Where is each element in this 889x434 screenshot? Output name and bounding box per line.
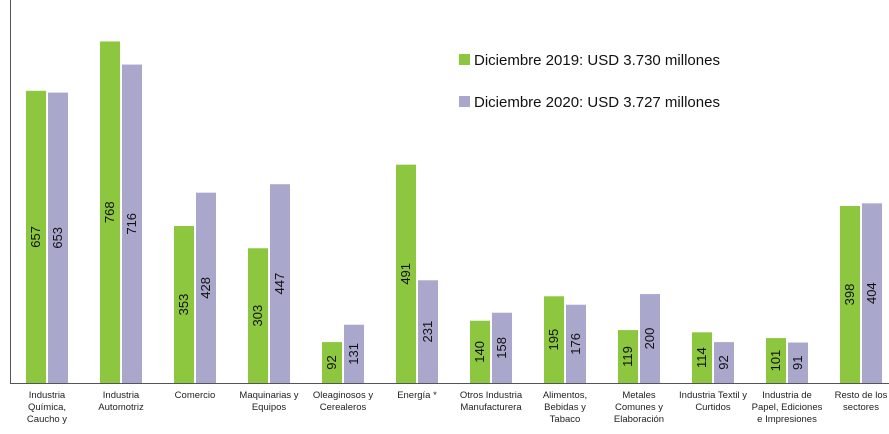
value-label: 447 [272, 273, 287, 295]
value-label: 92 [324, 355, 339, 369]
legend-label: Diciembre 2020: USD 3.727 millones [474, 94, 720, 111]
bar [248, 248, 268, 383]
value-label: 768 [102, 201, 117, 223]
x-tick-label: Industria Textil y Curtidos [679, 390, 747, 413]
bar [492, 312, 512, 383]
x-tick-label: Otros Industria Manufacturera [460, 390, 523, 413]
value-label: 140 [472, 341, 487, 363]
legend-swatch [459, 96, 470, 107]
bar [196, 192, 216, 383]
x-tick-label: Industria Química, Caucho y [27, 390, 67, 425]
x-tick-label: Industria Automotriz [98, 390, 144, 413]
value-label: 404 [864, 282, 879, 304]
value-label: 195 [546, 329, 561, 351]
value-label: 716 [124, 213, 139, 235]
value-label: 119 [620, 346, 635, 367]
bar [714, 342, 734, 383]
value-label: 231 [420, 321, 435, 343]
bar [618, 330, 638, 383]
value-label: 92 [716, 355, 731, 369]
bar [174, 226, 194, 383]
x-tick-label: Alimentos, Bebidas y Tabaco [543, 390, 587, 425]
legend-swatch [459, 54, 470, 65]
value-label: 158 [494, 337, 509, 359]
value-label: 176 [568, 333, 583, 355]
value-label: 91 [790, 356, 805, 370]
bar [862, 203, 882, 383]
bar [26, 90, 46, 383]
value-label: 428 [198, 277, 213, 299]
bar [418, 280, 438, 383]
x-tick-label: Industria de Papel, Ediciones e Impresione… [752, 390, 823, 425]
x-tick-label: Oleaginosos y Cerealeros [313, 390, 373, 413]
value-label: 491 [398, 263, 413, 285]
bar [566, 304, 586, 383]
x-tick-label: Metales Comunes y Elaboración [614, 390, 664, 425]
x-tick-label: Comercio [175, 390, 216, 401]
bar [788, 342, 808, 383]
value-label: 114 [694, 347, 709, 368]
value-label: 657 [28, 226, 43, 248]
bar [470, 320, 490, 383]
bar [640, 294, 660, 383]
bar [396, 164, 416, 383]
bar [840, 206, 860, 383]
value-label: 200 [642, 328, 657, 350]
bar [322, 342, 342, 383]
value-label: 653 [50, 227, 65, 249]
bar [344, 324, 364, 383]
bar [544, 296, 564, 383]
bar [692, 332, 712, 383]
value-label: 303 [250, 305, 265, 327]
value-label: 353 [176, 294, 191, 316]
x-tick-label: Resto de los sectores [835, 390, 888, 413]
bar [122, 64, 142, 384]
bar [48, 92, 68, 383]
bar [270, 184, 290, 383]
legend-label: Diciembre 2019: USD 3.730 millones [474, 52, 720, 69]
value-label: 398 [842, 284, 857, 306]
x-tick-label: Energía * [397, 390, 437, 401]
value-label: 131 [346, 343, 361, 365]
bar [766, 338, 786, 383]
bar [100, 41, 120, 383]
x-tick-label: Maquinarias y Equipos [239, 390, 298, 413]
value-label: 101 [768, 350, 783, 372]
